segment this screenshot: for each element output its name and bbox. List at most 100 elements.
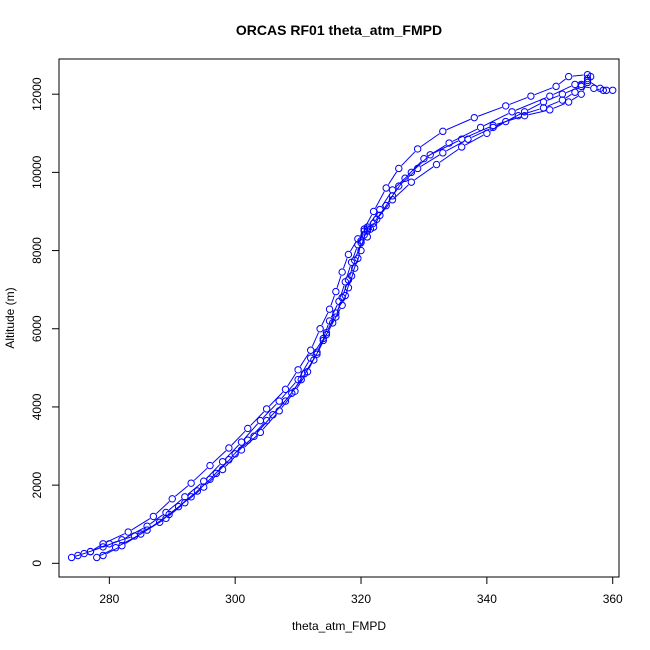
- data-point: [382, 184, 390, 192]
- data-point: [599, 86, 607, 94]
- series-line-segment: [287, 372, 297, 387]
- data-point: [313, 348, 321, 356]
- data-point: [168, 495, 176, 503]
- data-point: [508, 108, 516, 116]
- series-line-segment: [401, 151, 416, 166]
- data-point: [564, 98, 573, 106]
- series-line-segment: [256, 417, 271, 434]
- series-line-segment: [395, 174, 409, 188]
- data-point: [281, 385, 290, 394]
- series-line-segment: [324, 326, 332, 338]
- series-line-segment: [477, 106, 503, 117]
- data-point: [502, 117, 510, 126]
- data-point: [99, 540, 107, 548]
- series-line-segment: [231, 430, 246, 446]
- data-point: [93, 553, 101, 562]
- data-point: [281, 397, 290, 405]
- series-line-segment: [355, 254, 361, 265]
- series-line-segment: [439, 148, 459, 163]
- data-point: [86, 547, 95, 556]
- data-point: [439, 127, 447, 136]
- data-point: [174, 502, 183, 511]
- series-line-segment: [125, 531, 144, 545]
- data-point: [149, 512, 158, 521]
- data-point: [363, 225, 372, 233]
- series-line-segment: [269, 403, 284, 419]
- series-line-segment: [237, 438, 252, 452]
- data-point: [244, 424, 252, 433]
- series-line-segment: [571, 95, 579, 101]
- data-point: [244, 436, 252, 444]
- data-point: [256, 428, 265, 437]
- data-point: [571, 80, 579, 89]
- series-line-segment: [433, 140, 459, 154]
- series-line-segment: [372, 222, 376, 226]
- data-point: [124, 528, 132, 536]
- data-point: [341, 291, 349, 300]
- data-point: [262, 416, 271, 425]
- data-point: [357, 237, 365, 245]
- series-line-segment: [452, 128, 478, 142]
- y-axis: 0 2000 4000 6000 8000 10000 12000: [30, 77, 60, 567]
- series-line-segment: [287, 382, 300, 399]
- series-layer: [67, 70, 617, 562]
- series-4: [93, 74, 592, 562]
- series-line-segment: [395, 184, 409, 198]
- series-line-segment: [318, 336, 326, 349]
- series-line-segment: [171, 498, 189, 513]
- series-line-segment: [572, 74, 584, 77]
- series-line-segment: [509, 97, 528, 105]
- series-line-segment: [155, 501, 170, 515]
- series-line-segment: [299, 353, 309, 367]
- data-point: [332, 287, 340, 296]
- series-line-segment: [420, 154, 440, 167]
- series-line-segment: [212, 450, 227, 464]
- series-line-segment: [527, 103, 541, 111]
- series-line-segment: [565, 93, 572, 99]
- series-line-segment: [346, 279, 351, 292]
- series-line-segment: [330, 304, 338, 318]
- data-point: [316, 325, 324, 333]
- series-line-segment: [375, 208, 385, 221]
- series-line-segment: [546, 95, 559, 101]
- series-line-segment: [93, 544, 106, 551]
- series-line-segment: [187, 489, 201, 501]
- data-point: [74, 551, 82, 560]
- series-line-segment: [168, 504, 183, 517]
- data-point: [432, 160, 441, 169]
- data-point: [366, 225, 375, 233]
- series-line-segment: [375, 191, 385, 209]
- x-tick-label: 360: [603, 592, 623, 606]
- data-point: [118, 536, 126, 544]
- series-line-segment: [558, 78, 566, 85]
- series-line-segment: [489, 123, 503, 132]
- data-point: [413, 164, 422, 173]
- series-2: [74, 76, 617, 560]
- data-point: [583, 74, 592, 83]
- data-point: [527, 92, 535, 100]
- series-line-segment: [100, 549, 113, 557]
- y-tick-label: 6000: [30, 315, 44, 342]
- series-line-segment: [281, 394, 293, 409]
- data-point: [552, 82, 560, 91]
- series-3: [86, 72, 595, 556]
- series-line-segment: [483, 113, 509, 127]
- series-line-segment: [521, 108, 540, 115]
- series-line-segment: [334, 308, 341, 320]
- data-point: [407, 178, 416, 186]
- series-line-segment: [106, 547, 119, 555]
- series-line-segment: [509, 113, 522, 121]
- data-point: [155, 518, 164, 526]
- data-point: [325, 305, 334, 313]
- series-line-segment: [553, 103, 566, 109]
- series-line-segment: [150, 514, 164, 525]
- series-line-segment: [350, 242, 357, 252]
- y-tick-label: 4000: [30, 393, 44, 420]
- series-line-segment: [339, 285, 345, 298]
- series-line-segment: [262, 403, 277, 419]
- data-point: [470, 113, 478, 122]
- data-point: [313, 350, 321, 358]
- series-line-segment: [565, 87, 578, 94]
- series-line-segment: [106, 533, 125, 543]
